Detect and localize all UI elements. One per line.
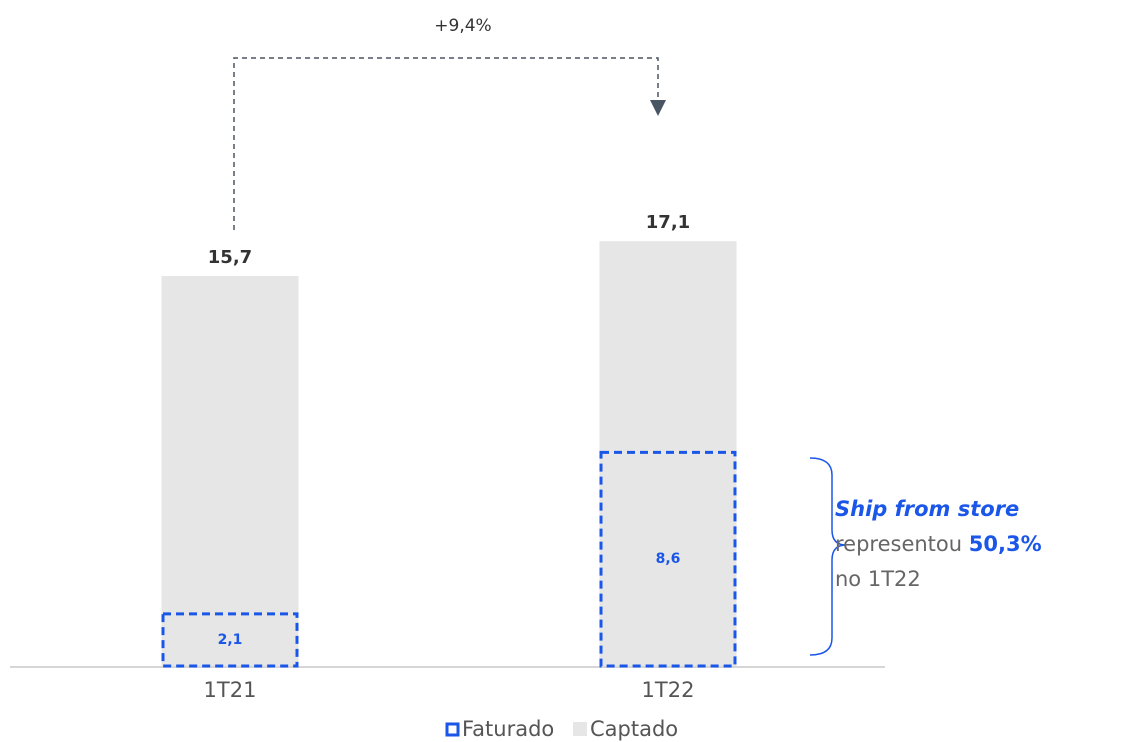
- arrow-head: [650, 100, 666, 116]
- data-label: 2,1: [218, 632, 243, 648]
- x-tick-label: 1T22: [642, 678, 695, 702]
- legend-label: Faturado: [462, 717, 554, 741]
- note-text: representou: [835, 532, 962, 556]
- note-text: no 1T22: [835, 567, 921, 591]
- note-line: Ship from store: [835, 497, 1019, 521]
- note-highlight: 50,3%: [969, 532, 1042, 556]
- legend-swatch: [445, 722, 460, 737]
- data-label: 15,7: [208, 247, 252, 268]
- legend-swatch: [573, 722, 587, 736]
- note-text: Ship from store: [835, 497, 1019, 521]
- legend-label: Captado: [590, 717, 678, 741]
- bar-outline: [161, 612, 299, 668]
- bar: [161, 276, 299, 666]
- growth-arrow: [233, 57, 659, 230]
- data-label: 17,1: [646, 212, 690, 233]
- brace: [809, 457, 847, 656]
- bar-outline: [599, 450, 737, 668]
- growth-label: +9,4%: [434, 16, 491, 36]
- x-tick-label: 1T21: [204, 678, 257, 702]
- data-label: 8,6: [656, 551, 681, 567]
- note-line: representou 50,3%: [835, 532, 1042, 556]
- note-line: no 1T22: [835, 567, 921, 591]
